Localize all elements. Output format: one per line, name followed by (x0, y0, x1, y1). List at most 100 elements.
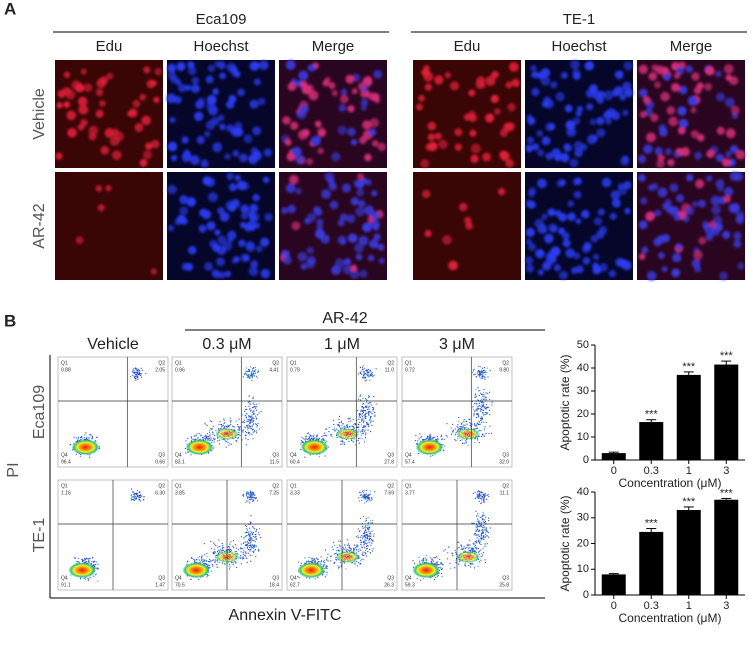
cell (427, 133, 435, 141)
event (363, 489, 365, 492)
event (193, 559, 196, 561)
cell (373, 233, 381, 241)
event (489, 398, 491, 400)
cell (197, 97, 205, 105)
event (245, 495, 248, 497)
cell (579, 143, 588, 151)
event (204, 434, 206, 436)
event (96, 573, 98, 575)
event (368, 498, 370, 500)
event (486, 367, 488, 369)
event (324, 432, 326, 434)
event (461, 442, 464, 444)
event (203, 436, 205, 438)
cell (560, 152, 570, 163)
event (252, 367, 254, 370)
event (365, 489, 368, 492)
cell (716, 92, 725, 102)
cell (525, 199, 533, 208)
event (362, 426, 364, 429)
cell (291, 146, 302, 157)
event (441, 434, 443, 436)
event (485, 433, 487, 435)
event (476, 438, 478, 440)
cell (658, 127, 668, 137)
event (484, 369, 486, 371)
event (361, 413, 364, 415)
event (95, 561, 98, 563)
event (91, 560, 93, 563)
cell (216, 257, 225, 267)
event (137, 372, 139, 375)
cell (476, 76, 486, 85)
cell (734, 171, 744, 182)
event (235, 550, 237, 552)
event (370, 544, 372, 546)
quadrant-value: 18.4 (269, 582, 279, 588)
event (481, 416, 483, 418)
cell (562, 232, 570, 240)
event (360, 545, 363, 547)
event (338, 566, 340, 569)
event (255, 538, 257, 540)
event (344, 425, 346, 427)
cell (566, 126, 577, 137)
event (452, 432, 454, 434)
event (481, 375, 483, 378)
event (340, 420, 342, 422)
event (77, 557, 79, 560)
event (84, 578, 86, 581)
event (223, 426, 225, 428)
event (88, 455, 90, 457)
event (359, 399, 362, 401)
quadrant-value: 4.41 (269, 367, 279, 373)
event (362, 418, 364, 421)
event (473, 403, 476, 405)
event (362, 408, 365, 410)
cell (541, 213, 548, 221)
event (251, 372, 253, 374)
event (240, 551, 242, 553)
cell (525, 227, 536, 237)
row-label: AR-42 (31, 203, 48, 248)
event (440, 572, 443, 575)
cell (705, 175, 713, 182)
cell (355, 253, 362, 260)
event (254, 536, 257, 538)
event (366, 547, 369, 550)
event (357, 439, 359, 442)
event (81, 558, 83, 560)
cell (95, 109, 104, 118)
event (367, 374, 369, 376)
event (357, 398, 360, 400)
event (213, 542, 215, 544)
event (361, 368, 364, 370)
cell (704, 82, 713, 91)
event (90, 434, 92, 436)
event (247, 531, 249, 533)
event (348, 544, 350, 547)
event (341, 443, 343, 445)
event (424, 557, 426, 559)
event (372, 410, 374, 412)
event (232, 545, 234, 547)
event (462, 425, 464, 427)
cell (214, 229, 221, 236)
event (207, 560, 210, 563)
event (360, 418, 363, 420)
event (310, 560, 312, 563)
event (257, 371, 259, 373)
cell (545, 152, 554, 161)
event (241, 558, 244, 560)
event (249, 533, 252, 535)
event (488, 409, 491, 412)
event (253, 500, 255, 502)
event (417, 452, 420, 454)
event (229, 421, 232, 423)
event (476, 407, 479, 409)
event (221, 546, 223, 549)
event (360, 494, 362, 496)
event (246, 500, 248, 502)
cell (238, 239, 246, 247)
